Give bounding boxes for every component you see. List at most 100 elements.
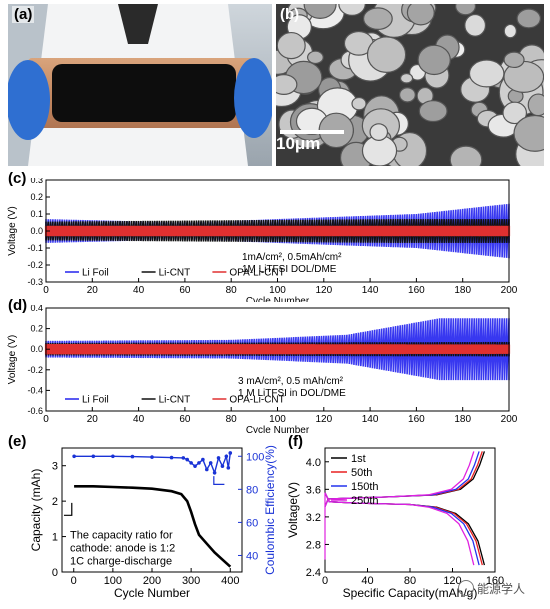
sem-particle (406, 4, 435, 26)
watermark-icon (458, 580, 474, 596)
x-tick-label: 200 (501, 285, 518, 296)
panel-label-f: (f) (288, 433, 303, 450)
y-tick-label: 0.2 (30, 324, 43, 334)
legend-label: OPA-Li-CNT (229, 268, 284, 279)
sem-particle (276, 74, 298, 95)
x-tick-label: 180 (454, 285, 471, 296)
x-tick-label: 140 (362, 414, 379, 425)
x-tick-label: 120 (443, 575, 461, 587)
sem-particle (503, 23, 517, 39)
x-tick-label: 80 (226, 285, 238, 296)
y-tick-label: -0.1 (27, 243, 43, 253)
y-right-tick-label: 80 (246, 484, 258, 496)
sem-particle (399, 72, 414, 84)
y-tick-label: 2.4 (306, 567, 321, 579)
arrow-left-axis (63, 502, 73, 516)
legend-label: Li-CNT (159, 395, 191, 406)
x-tick-label: 80 (404, 575, 416, 587)
annotation-line: 1mA/cm², 0.5mAh/cm² (242, 252, 342, 263)
panel-label-d: (d) (8, 297, 28, 314)
legend-label: 150th (351, 481, 379, 493)
y-tick-label: 0.4 (30, 305, 43, 313)
x-tick-label: 40 (133, 285, 145, 296)
y-axis-label: Voltage (V) (7, 335, 18, 384)
x-tick-label: 200 (143, 575, 161, 587)
sem-particle (366, 36, 407, 73)
x-tick-label: 120 (315, 414, 332, 425)
sem-particle (455, 4, 477, 16)
y-right-tick-label: 40 (246, 550, 258, 562)
x-tick-label: 40 (361, 575, 373, 587)
y-tick-label: 4.0 (306, 457, 321, 469)
y-tick-label: -0.2 (27, 260, 43, 270)
discharge-curve (324, 492, 483, 566)
x-tick-label: 200 (501, 414, 518, 425)
sem-particle (527, 93, 544, 117)
x-tick-label: 100 (104, 575, 122, 587)
arrow-right-axis (213, 476, 225, 485)
photo-electrode (8, 4, 272, 166)
x-tick-label: 0 (43, 285, 49, 296)
discharge-curve (324, 492, 480, 566)
sem-particle (303, 4, 337, 19)
sem-particle (449, 145, 483, 166)
annotation-line: 3 mA/cm², 0.5 mAh/cm² (238, 376, 344, 387)
legend-label: OPA-Li-CNT (229, 395, 284, 406)
charge-curve (324, 451, 475, 507)
legend-label: 250th (351, 495, 379, 507)
x-tick-label: 180 (454, 414, 471, 425)
sem-particle (503, 51, 525, 69)
sem-particle (338, 4, 366, 16)
sem-image (276, 4, 544, 166)
x-tick-label: 0 (43, 414, 49, 425)
annotation-line: 1M LiTFSI DOL/DME (242, 264, 337, 275)
y-axis-label: Voltage(V) (286, 482, 300, 538)
x-tick-label: 20 (87, 414, 99, 425)
y-tick-label: 0.1 (30, 209, 43, 219)
series-opa-li-cnt (44, 343, 511, 355)
sem-particle (351, 96, 367, 111)
sem-particle (307, 50, 324, 65)
y-tick-label: 3.2 (306, 512, 321, 524)
series-opa-li-cnt (44, 225, 511, 237)
watermark-text: 能源学人 (477, 582, 526, 596)
x-tick-label: 100 (269, 285, 286, 296)
x-tick-label: 400 (221, 575, 239, 587)
y-axis-label: Capacity (mAh) (29, 469, 43, 552)
y-right-axis-label: Coulombic Efficiency(%) (263, 445, 277, 575)
scale-bar-label: 10μm (276, 134, 321, 153)
x-tick-label: 20 (87, 285, 99, 296)
sem-particle (418, 100, 448, 123)
x-tick-label: 120 (315, 285, 332, 296)
x-tick-label: 160 (486, 575, 504, 587)
x-tick-label: 0 (322, 575, 328, 587)
x-tick-label: 60 (179, 285, 191, 296)
x-tick-label: 160 (408, 414, 425, 425)
sem-particle (362, 7, 393, 31)
legend-label: 50th (351, 467, 372, 479)
y-tick-label: 2 (52, 496, 58, 508)
x-tick-label: 140 (362, 285, 379, 296)
y-right-tick-label: 100 (246, 451, 264, 463)
y-tick-label: 0.0 (30, 226, 43, 236)
x-axis-label: Cycle Number (246, 425, 310, 433)
sem-particle (516, 8, 541, 29)
discharge-curve (324, 492, 475, 566)
watermark: 能源学人 (458, 580, 525, 597)
series-capacity (74, 485, 232, 568)
photo-electrode-illustration (8, 4, 272, 166)
y-tick-label: -0.2 (27, 365, 43, 375)
annotation-line: 1C charge-discharge (70, 555, 172, 567)
panel-label-e: (e) (8, 433, 27, 450)
y-tick-label: 3.6 (306, 484, 321, 496)
y-axis-label: Voltage (V) (7, 206, 18, 255)
y-tick-label: 1 (52, 532, 58, 544)
y-tick-label: 0.3 (30, 178, 43, 185)
chart-f-charge-discharge: 1st 50th 150th 250th 0 40 80 120 160 2.4 2.8 3.2 3.6… (286, 447, 504, 600)
panel-label-c: (c) (8, 170, 27, 187)
sem-particle (276, 31, 306, 60)
annotation-line: cathode: anode is 1:2 (70, 542, 175, 554)
x-axis-label: Specific Capacity(mAh/g) (343, 586, 478, 600)
sem-particle (369, 123, 389, 141)
